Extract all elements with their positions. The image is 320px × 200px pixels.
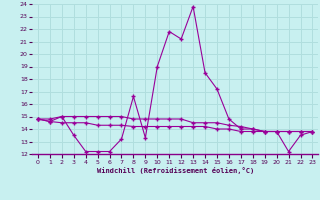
X-axis label: Windchill (Refroidissement éolien,°C): Windchill (Refroidissement éolien,°C): [97, 167, 254, 174]
